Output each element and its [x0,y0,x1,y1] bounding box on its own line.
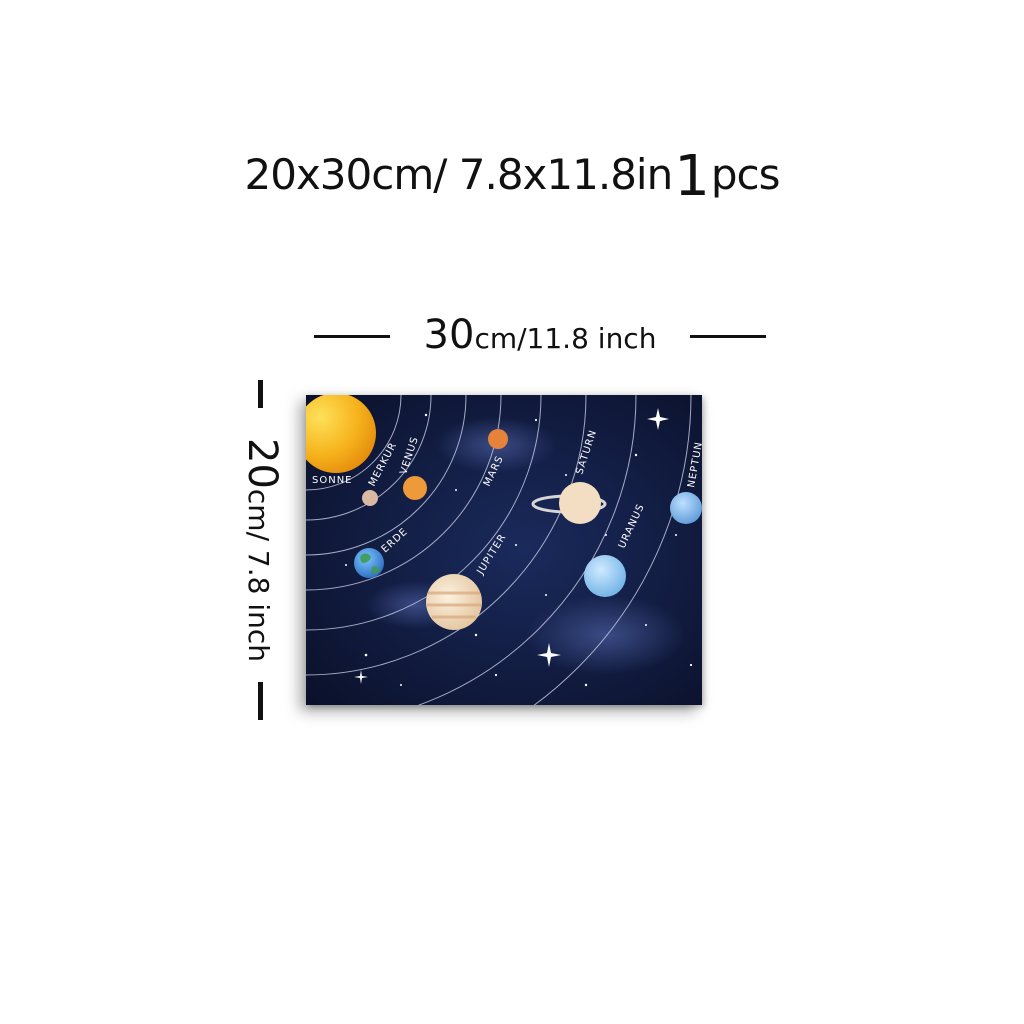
quantity-unit: pcs [710,150,781,199]
height-dimension: 20cm/ 7.8 inch [239,380,285,720]
width-line-left [314,335,390,338]
size-text: 20x30cm/ 7.8x11.8in [244,150,674,199]
label-sun: SONNE [312,475,353,486]
height-label: 20cm/ 7.8 inch [239,438,285,662]
height-unit: cm/ 7.8 inch [242,488,275,663]
sparkle-star [647,408,669,430]
width-value: 30 [423,312,475,358]
width-label: 30cm/11.8 inch [404,312,676,358]
sparkle-star [354,670,368,684]
planet-mars [488,429,508,449]
width-dimension: 30cm/11.8 inch [314,312,766,362]
planet-venus [403,476,427,500]
quantity-number: 1 [674,144,710,209]
earth-land [360,553,380,574]
height-tick-top [258,380,263,408]
height-value: 20 [239,437,285,489]
planet-uranus [584,555,626,597]
width-unit: cm/11.8 inch [474,322,657,355]
sun [306,395,376,473]
jupiter-bands [427,591,481,619]
planet-saturn [559,482,601,524]
poster-artwork: SONNE MERKUR VENUS ERDE MARS JUPITER SAT… [306,395,702,705]
product-size-title: 20x30cm/ 7.8x11.8in1pcs [0,138,1024,209]
solar-system-poster: SONNE MERKUR VENUS ERDE MARS JUPITER SAT… [306,395,702,705]
stars [345,413,693,687]
sparkle-star [537,643,561,667]
height-tick-bottom [258,682,263,720]
width-line-right [690,335,766,338]
planet-jupiter [426,574,482,630]
planet-neptune [670,492,702,524]
planet-earth [354,548,384,578]
nebula [526,595,686,675]
planet-mercury [362,490,378,506]
